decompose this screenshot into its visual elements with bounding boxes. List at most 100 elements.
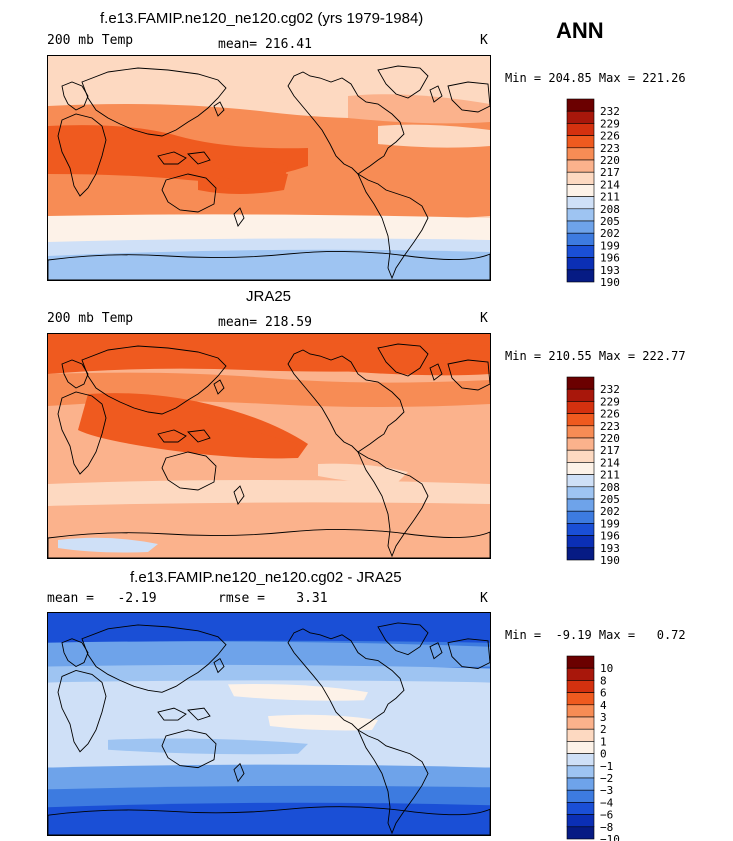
colorbar-tick-label: 220: [600, 154, 620, 167]
coastline: [233, 485, 245, 505]
colorbar-swatch: [566, 510, 595, 524]
coastline: [447, 359, 490, 391]
colorbar-tick-label: 229: [600, 117, 620, 130]
coastline: [447, 638, 490, 669]
coastline: [447, 81, 490, 113]
panel3-mean-label: mean = -2.19: [47, 591, 157, 606]
colorbar-tick-label: 3: [600, 711, 607, 724]
contour-fill: [268, 714, 378, 731]
colorbar-swatch: [566, 523, 595, 536]
coastline: [157, 151, 187, 165]
colorbar-swatch: [566, 789, 595, 803]
colorbar-swatch: [566, 171, 595, 185]
contour-fill: [48, 249, 490, 280]
colorbar-tick-label: 202: [600, 505, 620, 518]
coastline: [161, 173, 217, 213]
colorbar-tick-label: 223: [600, 420, 620, 433]
colorbar-swatch: [566, 498, 595, 512]
colorbar-swatch: [566, 401, 595, 414]
colorbar-swatch: [566, 220, 595, 234]
coastline: [429, 642, 443, 660]
colorbar-swatch: [566, 474, 595, 488]
panel3-colorbar: 10 8 6 4 3 2 1 0 −1 −2 −3 −4 −6 −8 −10: [566, 655, 647, 841]
coastline: [213, 379, 225, 395]
coastline: [48, 250, 490, 280]
colorbar-tick-label: 220: [600, 432, 620, 445]
colorbar-swatch: [566, 208, 595, 222]
coastline: [157, 707, 187, 721]
colorbar-swatch: [566, 547, 595, 561]
panel1-map: [47, 55, 491, 281]
coastline: [57, 391, 107, 475]
coastline: [81, 345, 227, 415]
coastline: [287, 349, 405, 453]
coastline: [81, 67, 227, 137]
coastline: [377, 65, 429, 99]
panel3-rmse-label: rmse = 3.31: [218, 591, 328, 606]
colorbar-swatch: [566, 777, 595, 791]
contour-fill: [48, 802, 490, 835]
colorbar-tick-label: 217: [600, 166, 620, 179]
panel3-map: [47, 612, 491, 836]
panel2-map: [47, 333, 491, 559]
colorbar-tick-label: 223: [600, 142, 620, 155]
panel1-variable-label: 200 mb Temp: [47, 33, 134, 48]
contour-fill: [108, 738, 308, 755]
coastline: [61, 638, 89, 668]
panel2-minmax: Min = 210.55 Max = 222.77: [505, 349, 686, 363]
coastline: [213, 657, 225, 674]
colorbar-tick-label: 226: [600, 408, 620, 421]
coastline: [157, 429, 187, 443]
colorbar-swatch: [566, 535, 595, 549]
colorbar-tick-label: 6: [600, 687, 607, 700]
coastline: [57, 670, 107, 753]
panel2-units-label: K: [480, 311, 488, 326]
coastline: [57, 113, 107, 197]
coastline: [287, 71, 405, 175]
panel2-mean-label: mean= 218.59: [218, 315, 312, 330]
colorbar-swatch: [566, 159, 595, 173]
colorbar-swatch: [566, 147, 595, 161]
colorbar-tick-label: 211: [600, 191, 620, 204]
coastline: [357, 728, 429, 835]
coastline: [233, 762, 245, 783]
panel3-title: f.e13.FAMIP.ne120_ne120.cg02 - JRA25: [130, 569, 402, 586]
contour-fill: [48, 214, 490, 244]
panel2-title: JRA25: [246, 288, 292, 305]
colorbar-swatch: [566, 269, 595, 283]
colorbar-swatch: [566, 413, 595, 427]
coastline: [377, 343, 429, 377]
colorbar-tick-label: 190: [600, 554, 620, 567]
colorbar-swatch: [566, 110, 595, 124]
panel3-units-label: K: [480, 591, 488, 606]
contour-fill: [48, 504, 490, 558]
colorbar-swatch: [566, 486, 595, 500]
colorbar-tick-label: 8: [600, 674, 607, 687]
colorbar-swatch: [566, 232, 595, 246]
coastline: [187, 707, 211, 721]
coastline: [377, 622, 429, 656]
panel1-mean-label: mean= 216.41: [218, 37, 312, 52]
colorbar-swatch: [566, 765, 595, 779]
colorbar-swatch: [566, 98, 595, 112]
colorbar-tick-label: 211: [600, 469, 620, 482]
contour-fill: [48, 56, 490, 81]
colorbar-swatch: [566, 425, 595, 439]
colorbar-swatch: [566, 716, 595, 730]
coastline: [61, 81, 89, 111]
panel2-colorbar: 232 229 226 223 220 217 214 211 208 205 202 199 196 1…: [566, 376, 647, 567]
colorbar-swatch: [566, 462, 595, 475]
colorbar-tick-label: 193: [600, 542, 620, 555]
colorbar-tick-label: 196: [600, 252, 620, 265]
colorbar-tick-label: −4: [600, 796, 614, 809]
coastline: [357, 172, 429, 280]
colorbar-tick-label: 10: [600, 662, 613, 675]
coastline: [429, 363, 443, 381]
colorbar-swatch: [566, 184, 595, 197]
coastline: [187, 429, 211, 443]
colorbar-swatch: [566, 135, 595, 149]
colorbar-tick-label: 214: [600, 456, 620, 469]
colorbar-tick-label: 214: [600, 178, 620, 191]
colorbar-tick-label: 199: [600, 239, 620, 252]
panel3-minmax: Min = -9.19 Max = 0.72: [505, 628, 686, 642]
